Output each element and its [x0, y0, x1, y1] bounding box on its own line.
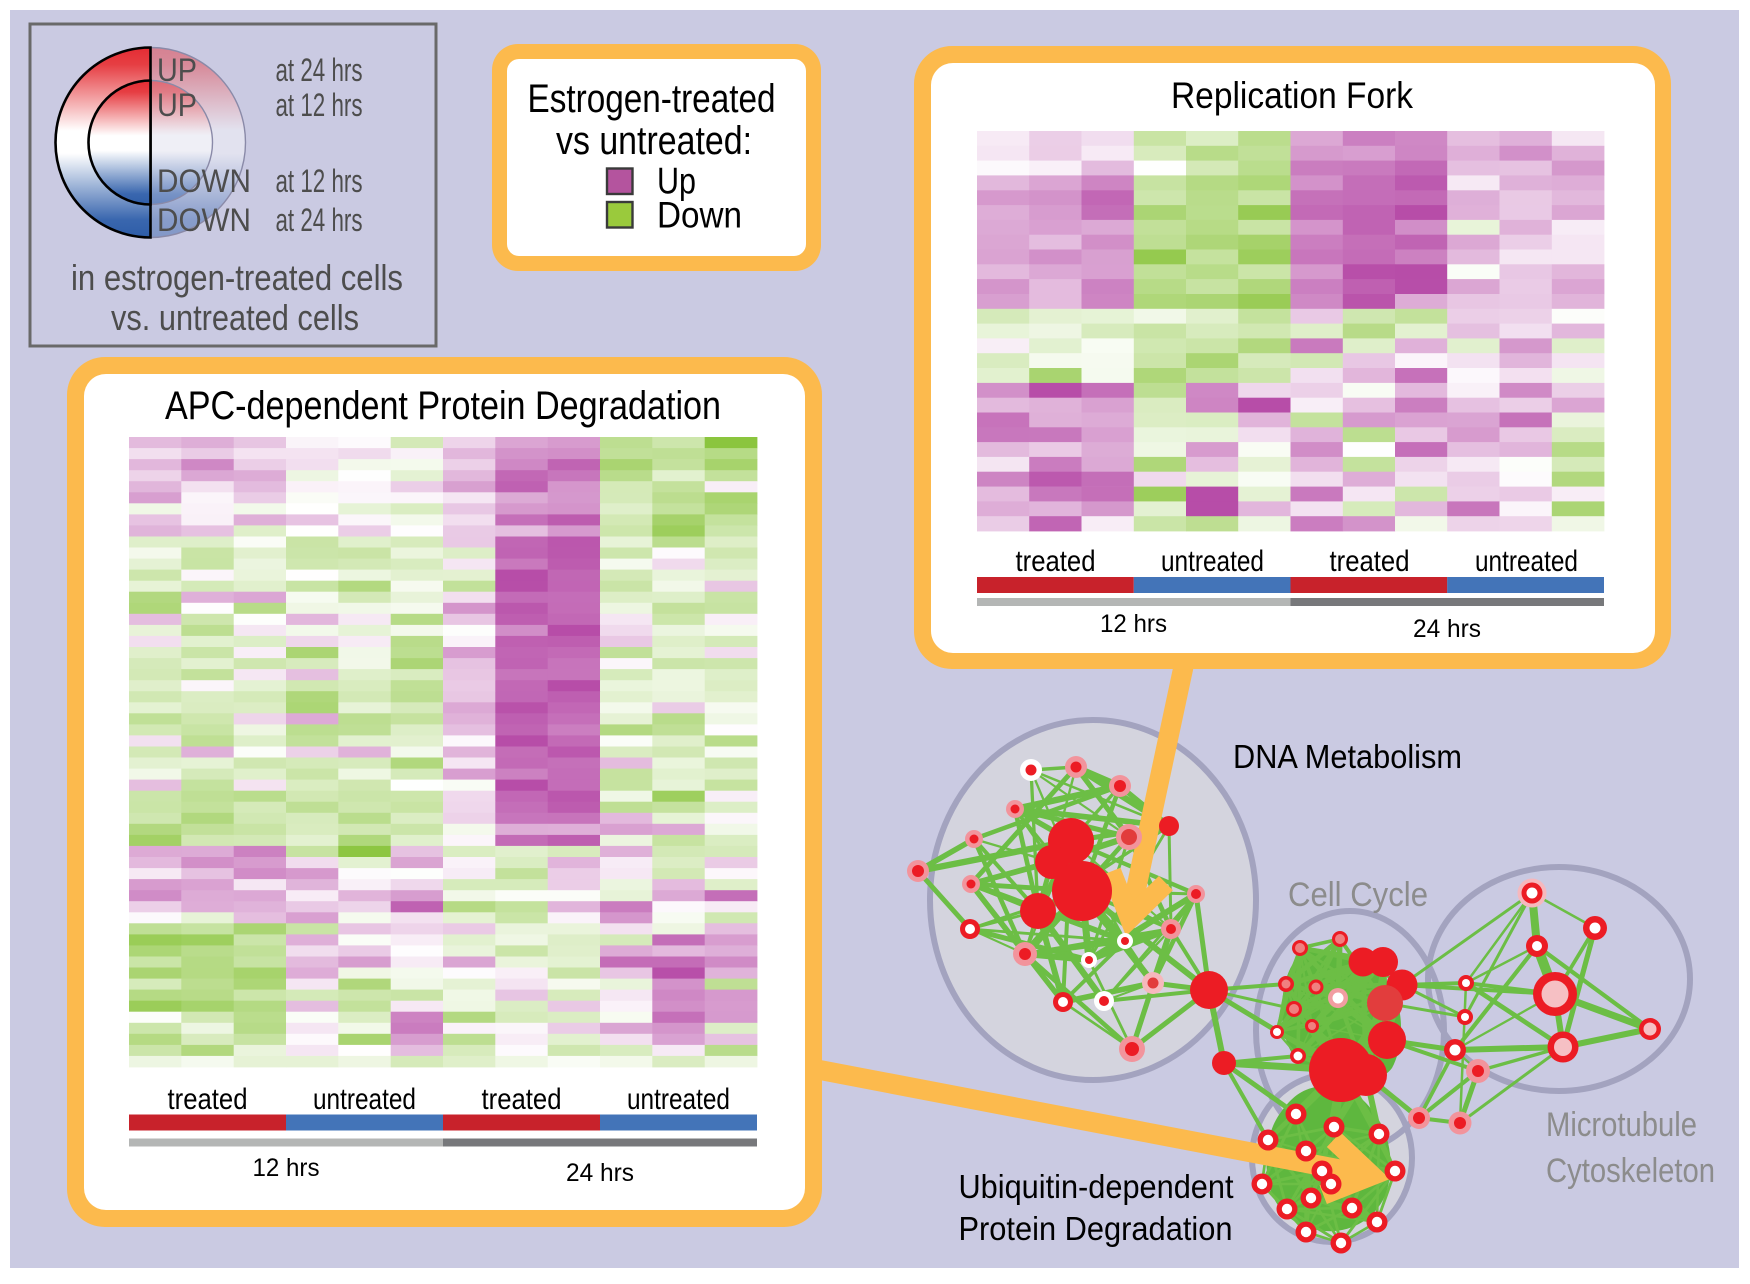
svg-text:Cytoskeleton: Cytoskeleton	[1546, 1152, 1715, 1190]
svg-text:at 12 hrs: at 12 hrs	[276, 163, 363, 199]
svg-text:Protein Degradation: Protein Degradation	[959, 1210, 1233, 1247]
svg-text:Up: Up	[657, 161, 696, 202]
svg-text:Replication Fork: Replication Fork	[1171, 75, 1413, 116]
svg-text:treated: treated	[1330, 545, 1410, 578]
svg-text:treated: treated	[1016, 545, 1096, 578]
svg-text:24 hrs: 24 hrs	[1413, 615, 1481, 643]
svg-text:UP: UP	[157, 87, 197, 123]
svg-text:24 hrs: 24 hrs	[566, 1159, 634, 1187]
svg-text:in estrogen-treated cells: in estrogen-treated cells	[71, 257, 403, 298]
svg-text:untreated: untreated	[1475, 545, 1578, 578]
svg-text:Cell Cycle: Cell Cycle	[1288, 876, 1428, 914]
svg-text:Down: Down	[657, 195, 742, 236]
svg-text:treated: treated	[482, 1083, 562, 1116]
svg-text:at 12 hrs: at 12 hrs	[276, 87, 363, 123]
svg-text:APC-dependent Protein Degradat: APC-dependent Protein Degradation	[165, 384, 721, 428]
svg-text:12 hrs: 12 hrs	[253, 1154, 320, 1182]
svg-text:DOWN: DOWN	[157, 202, 251, 238]
svg-text:untreated: untreated	[627, 1083, 730, 1116]
svg-text:DOWN: DOWN	[157, 163, 251, 199]
svg-text:untreated: untreated	[1161, 545, 1264, 578]
svg-text:vs. untreated cells: vs. untreated cells	[111, 297, 359, 338]
svg-text:at 24 hrs: at 24 hrs	[276, 52, 363, 88]
svg-text:UP: UP	[157, 52, 197, 88]
svg-text:DNA Metabolism: DNA Metabolism	[1233, 738, 1462, 775]
svg-text:vs untreated:: vs untreated:	[556, 119, 752, 163]
svg-text:treated: treated	[168, 1083, 248, 1116]
svg-text:at 24 hrs: at 24 hrs	[276, 202, 363, 238]
svg-text:Microtubule: Microtubule	[1546, 1106, 1697, 1144]
svg-text:Ubiquitin-dependent: Ubiquitin-dependent	[959, 1168, 1234, 1205]
svg-text:Estrogen-treated: Estrogen-treated	[528, 77, 776, 121]
svg-text:untreated: untreated	[313, 1083, 416, 1116]
svg-text:12 hrs: 12 hrs	[1100, 610, 1167, 638]
